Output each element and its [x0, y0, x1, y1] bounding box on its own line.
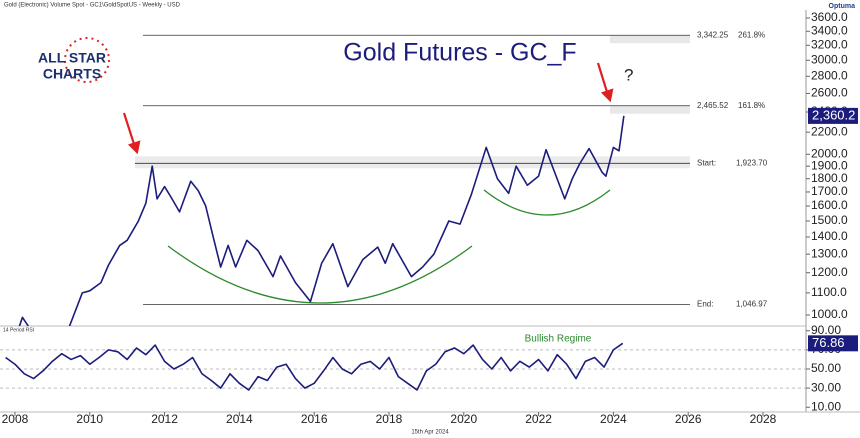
x-tick-label: 2016	[301, 412, 328, 426]
y-tick-label: 1800.0	[811, 171, 848, 185]
y-tick-label: 1700.0	[811, 184, 848, 198]
level-band	[610, 35, 690, 44]
y-tick-label: 3200.0	[811, 37, 848, 51]
price-line	[18, 115, 625, 326]
annotation: ?	[624, 65, 633, 84]
y-tick-label: 1100.0	[811, 285, 847, 299]
arrow-head	[600, 88, 614, 103]
x-tick-label: 2024	[600, 412, 627, 426]
last-value-label: 2,360.2	[812, 107, 855, 122]
rsi-panel	[0, 342, 806, 391]
y-tick-label: 3600.0	[811, 10, 848, 24]
y-tick-label: 2200.0	[811, 124, 848, 138]
logo-stars	[64, 37, 110, 83]
arrow	[596, 62, 609, 93]
level-name: Start:	[697, 158, 716, 167]
last-value-label: 76.86	[812, 335, 845, 350]
x-tick-label: 2026	[675, 412, 702, 426]
x-tick-label: 2014	[226, 412, 253, 426]
x-tick-label: 2022	[525, 412, 552, 426]
logo-text: CHARTS	[43, 66, 101, 82]
y-tick-label: 1200.0	[811, 265, 848, 279]
brand: Optuma	[829, 3, 856, 10]
y-tick-label: 50.00	[811, 361, 841, 375]
source-label: Gold (Electronic) Volume Spot - GC1\Gold…	[4, 3, 181, 9]
base-arc	[167, 245, 473, 304]
level-band	[135, 156, 690, 169]
price-line	[5, 342, 624, 391]
x-tick-label: 2010	[76, 412, 103, 426]
y-tick-label: 10.00	[811, 399, 841, 413]
y-tick-label: 2600.0	[811, 86, 848, 100]
last-value-box	[808, 107, 858, 124]
arrow-head	[127, 140, 141, 155]
base-arc	[483, 189, 611, 216]
x-tick-label: 2008	[2, 412, 29, 426]
y-tick-label: 2800.0	[811, 68, 848, 82]
level-value: 1,046.97	[736, 299, 768, 308]
y-tick-label: 1600.0	[811, 198, 848, 212]
arrow	[122, 112, 136, 145]
x-tick-label: 2020	[450, 412, 477, 426]
y-tick-label: 90.00	[811, 323, 841, 337]
date-label: 15th Apr 2024	[411, 430, 449, 436]
panel-title: 14 Period RSI	[3, 327, 34, 333]
last-value-box	[808, 335, 858, 352]
level-value: 3,342.25	[697, 30, 729, 39]
x-tick-label: 2012	[151, 412, 178, 426]
level-pct: 261.8%	[738, 30, 765, 39]
level-value: 2,465.52	[697, 101, 729, 110]
logo: ALL STAR CHARTS	[38, 37, 110, 83]
y-tick-label: 3000.0	[811, 52, 848, 66]
level-value: 1,923.70	[736, 158, 768, 167]
y-tick-label: 3400.0	[811, 23, 848, 37]
x-tick-label: 2028	[750, 412, 777, 426]
annotation: Bullish Regime	[525, 334, 592, 345]
level-band	[610, 105, 690, 114]
y-tick-label: 2000.0	[811, 146, 848, 160]
price-panel	[18, 34, 690, 326]
level-name: End:	[697, 299, 713, 308]
chart-title: Gold Futures - GC_F	[343, 39, 576, 67]
y-tick-label: 30.00	[811, 380, 841, 394]
y-tick-label: 1300.0	[811, 246, 848, 260]
y-tick-label: 1900.0	[811, 158, 848, 172]
y-tick-label: 1400.0	[811, 229, 848, 243]
arrows	[122, 62, 614, 155]
y-tick-label: 1000.0	[811, 307, 848, 321]
logo-text: ALL STAR	[38, 50, 106, 66]
level-pct: 161.8%	[738, 101, 765, 110]
x-tick-label: 2018	[376, 412, 403, 426]
y-tick-label: 1500.0	[811, 213, 848, 227]
